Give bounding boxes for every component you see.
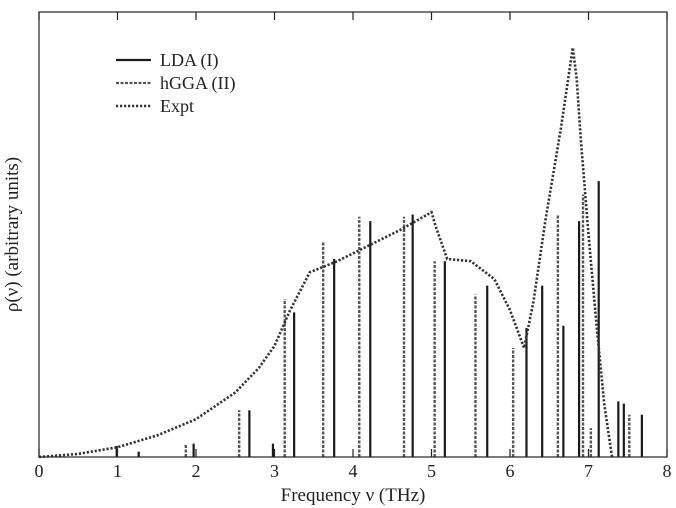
x-tick-label: 3 [270, 461, 279, 481]
plot-area [38, 47, 643, 459]
plot-frame [38, 11, 668, 458]
x-axis-label: Frequency ν (THz) [281, 485, 426, 506]
expt-curve [38, 47, 614, 459]
x-tick-label: 6 [506, 461, 515, 481]
legend: LDA (I)hGGA (II)Expt [116, 50, 235, 116]
legend-label: Expt [160, 96, 194, 116]
x-tick-label: 8 [663, 461, 672, 481]
x-tick-label: 5 [427, 461, 436, 481]
y-axis-label: ρ(ν) (arbitrary units) [2, 157, 23, 312]
x-tick-label: 0 [35, 461, 44, 481]
x-tick-label: 4 [349, 461, 358, 481]
x-tick-label: 1 [113, 461, 122, 481]
x-tick-label: 7 [584, 461, 593, 481]
legend-label: hGGA (II) [160, 73, 235, 94]
legend-label: LDA (I) [160, 50, 218, 71]
x-ticks: 0 1 2 3 4 5 6 7 8 [35, 12, 672, 481]
x-tick-label: 2 [192, 461, 201, 481]
